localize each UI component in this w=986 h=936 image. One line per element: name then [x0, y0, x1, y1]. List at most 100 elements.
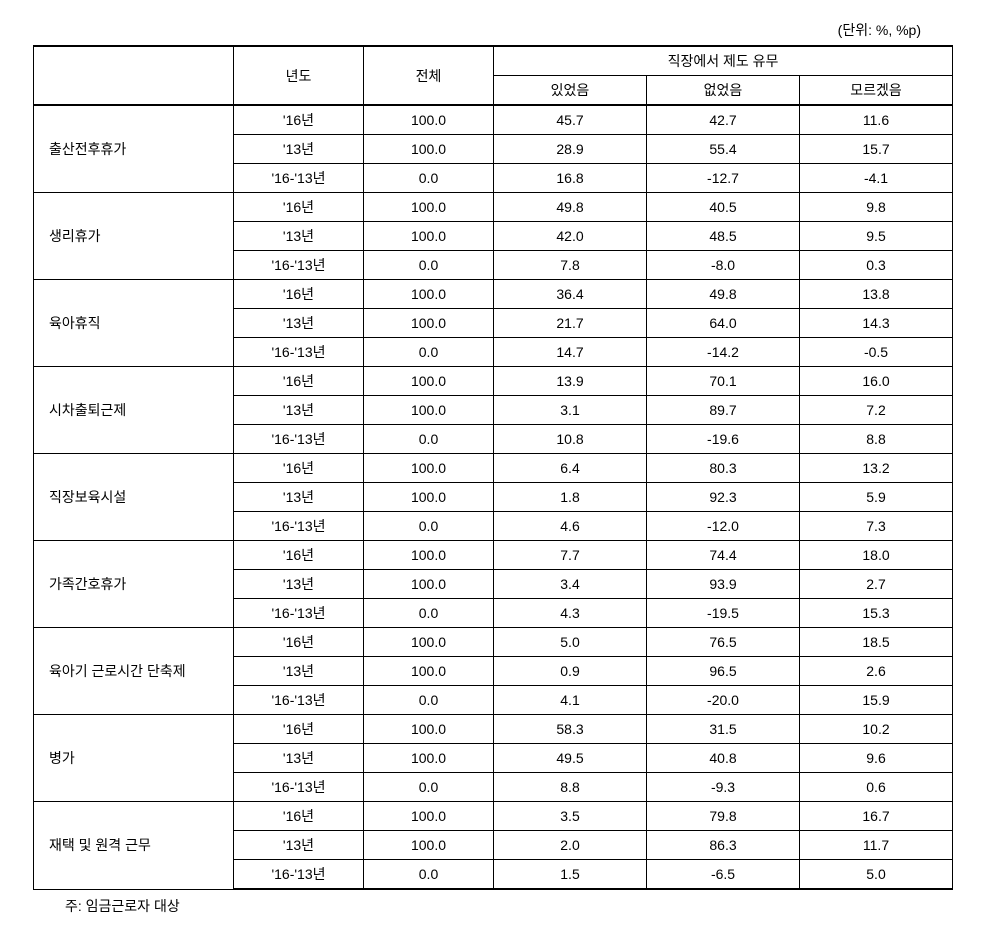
- year-cell: '13년: [234, 744, 364, 773]
- value-cell: 1.5: [494, 860, 647, 890]
- value-cell: 5.0: [494, 628, 647, 657]
- value-cell: 2.0: [494, 831, 647, 860]
- total-cell: 0.0: [364, 251, 494, 280]
- value-cell: 10.8: [494, 425, 647, 454]
- year-cell: '16년: [234, 715, 364, 744]
- total-cell: 100.0: [364, 657, 494, 686]
- value-cell: 70.1: [647, 367, 800, 396]
- value-cell: 49.8: [647, 280, 800, 309]
- year-cell: '16-'13년: [234, 773, 364, 802]
- year-cell: '16-'13년: [234, 425, 364, 454]
- total-cell: 0.0: [364, 686, 494, 715]
- value-cell: 18.5: [800, 628, 953, 657]
- year-cell: '16-'13년: [234, 686, 364, 715]
- header-sub3: 모르겠음: [800, 76, 953, 106]
- value-cell: 0.3: [800, 251, 953, 280]
- year-cell: '16년: [234, 541, 364, 570]
- value-cell: -9.3: [647, 773, 800, 802]
- value-cell: -6.5: [647, 860, 800, 890]
- category-cell: 병가: [34, 715, 234, 802]
- value-cell: 3.1: [494, 396, 647, 425]
- value-cell: 48.5: [647, 222, 800, 251]
- value-cell: 7.8: [494, 251, 647, 280]
- value-cell: 13.9: [494, 367, 647, 396]
- value-cell: 93.9: [647, 570, 800, 599]
- value-cell: 11.6: [800, 105, 953, 135]
- total-cell: 100.0: [364, 396, 494, 425]
- header-sub2: 없었음: [647, 76, 800, 106]
- value-cell: 40.8: [647, 744, 800, 773]
- value-cell: 28.9: [494, 135, 647, 164]
- category-cell: 시차출퇴근제: [34, 367, 234, 454]
- value-cell: -12.7: [647, 164, 800, 193]
- value-cell: 0.9: [494, 657, 647, 686]
- value-cell: 15.9: [800, 686, 953, 715]
- total-cell: 100.0: [364, 367, 494, 396]
- category-cell: 재택 및 원격 근무: [34, 802, 234, 890]
- value-cell: 6.4: [494, 454, 647, 483]
- total-cell: 100.0: [364, 222, 494, 251]
- year-cell: '13년: [234, 483, 364, 512]
- table-header: 년도 전체 직장에서 제도 유무 있었음 없었음 모르겠음: [34, 46, 953, 105]
- value-cell: 79.8: [647, 802, 800, 831]
- total-cell: 0.0: [364, 164, 494, 193]
- value-cell: 18.0: [800, 541, 953, 570]
- value-cell: 8.8: [494, 773, 647, 802]
- total-cell: 0.0: [364, 338, 494, 367]
- value-cell: -19.5: [647, 599, 800, 628]
- category-cell: 가족간호휴가: [34, 541, 234, 628]
- category-cell: 직장보육시설: [34, 454, 234, 541]
- year-cell: '16년: [234, 105, 364, 135]
- year-cell: '13년: [234, 396, 364, 425]
- table-row: 출산전후휴가'16년100.045.742.711.6: [34, 105, 953, 135]
- value-cell: 13.2: [800, 454, 953, 483]
- total-cell: 100.0: [364, 135, 494, 164]
- header-group: 직장에서 제도 유무: [494, 46, 953, 76]
- year-cell: '13년: [234, 309, 364, 338]
- value-cell: 49.8: [494, 193, 647, 222]
- value-cell: 86.3: [647, 831, 800, 860]
- year-cell: '16-'13년: [234, 512, 364, 541]
- category-cell: 육아휴직: [34, 280, 234, 367]
- value-cell: 31.5: [647, 715, 800, 744]
- value-cell: 14.7: [494, 338, 647, 367]
- year-cell: '16-'13년: [234, 860, 364, 890]
- table-row: 육아휴직'16년100.036.449.813.8: [34, 280, 953, 309]
- year-cell: '13년: [234, 222, 364, 251]
- total-cell: 100.0: [364, 744, 494, 773]
- year-cell: '13년: [234, 831, 364, 860]
- value-cell: 16.8: [494, 164, 647, 193]
- value-cell: 14.3: [800, 309, 953, 338]
- value-cell: 9.6: [800, 744, 953, 773]
- table-row: 가족간호휴가'16년100.07.774.418.0: [34, 541, 953, 570]
- value-cell: 89.7: [647, 396, 800, 425]
- value-cell: 9.8: [800, 193, 953, 222]
- year-cell: '16년: [234, 628, 364, 657]
- table-row: 생리휴가'16년100.049.840.59.8: [34, 193, 953, 222]
- year-cell: '16-'13년: [234, 164, 364, 193]
- total-cell: 0.0: [364, 860, 494, 890]
- value-cell: 36.4: [494, 280, 647, 309]
- value-cell: -19.6: [647, 425, 800, 454]
- value-cell: 3.4: [494, 570, 647, 599]
- total-cell: 100.0: [364, 541, 494, 570]
- value-cell: 7.2: [800, 396, 953, 425]
- value-cell: 16.7: [800, 802, 953, 831]
- table-row: 병가'16년100.058.331.510.2: [34, 715, 953, 744]
- year-cell: '16년: [234, 193, 364, 222]
- value-cell: 8.8: [800, 425, 953, 454]
- category-cell: 생리휴가: [34, 193, 234, 280]
- value-cell: -4.1: [800, 164, 953, 193]
- total-cell: 100.0: [364, 802, 494, 831]
- year-cell: '16-'13년: [234, 599, 364, 628]
- header-empty: [34, 46, 234, 105]
- value-cell: 76.5: [647, 628, 800, 657]
- value-cell: 74.4: [647, 541, 800, 570]
- value-cell: 45.7: [494, 105, 647, 135]
- total-cell: 0.0: [364, 773, 494, 802]
- value-cell: 42.7: [647, 105, 800, 135]
- total-cell: 100.0: [364, 570, 494, 599]
- value-cell: 5.0: [800, 860, 953, 890]
- value-cell: 4.3: [494, 599, 647, 628]
- category-cell: 육아기 근로시간 단축제: [34, 628, 234, 715]
